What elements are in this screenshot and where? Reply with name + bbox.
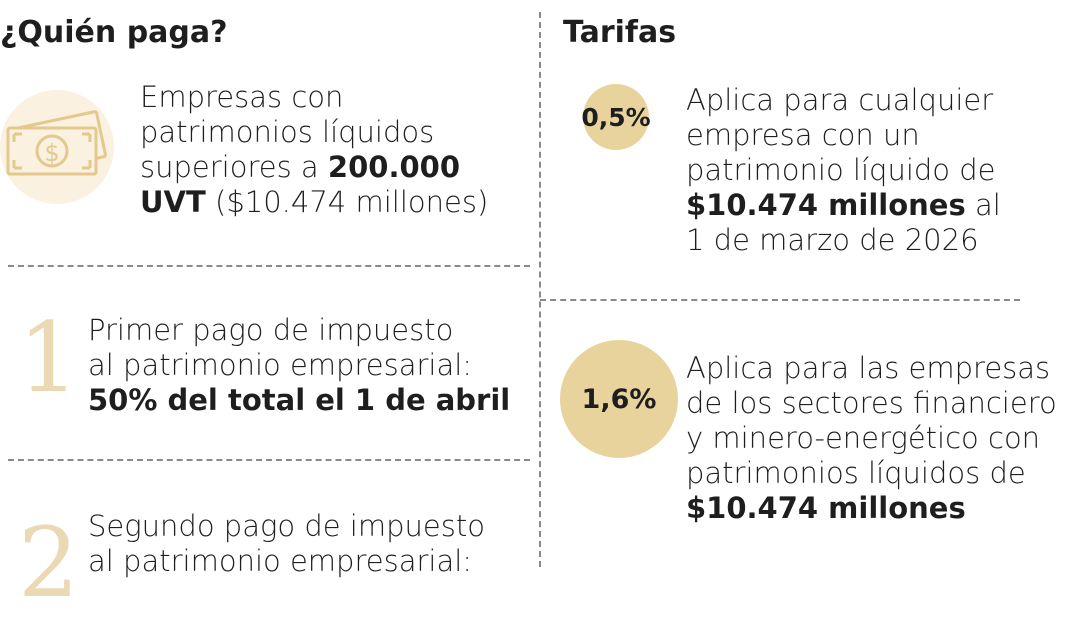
who-pays-text: Empresas con patrimonios líquidos superi… (140, 80, 489, 219)
payment-number-2: 2 (18, 507, 80, 619)
rate-value: 1,6% (581, 383, 657, 415)
rates-title: Tarifas (563, 15, 677, 50)
rate-badge-0-5: 0,5% (581, 84, 651, 150)
rate-1-text: Aplica para cualquier empresa con un pat… (686, 83, 1001, 257)
column-divider (539, 12, 541, 567)
svg-text:$: $ (44, 139, 59, 167)
rate-value: 0,5% (581, 102, 651, 132)
payment-2-text: Segundo pago de impuesto al patrimonio e… (88, 509, 485, 578)
who-pays-title: ¿Quién paga? (0, 15, 228, 50)
money-bill-icon: $ (0, 90, 115, 205)
payment-1-text: Primer pago de impuesto al patrimonio em… (88, 313, 511, 417)
rate-2-text: Aplica para las empresas de los sectores… (686, 351, 1057, 525)
rate-badge-1-6: 1,6% (560, 340, 678, 458)
divider (540, 299, 1020, 301)
divider (8, 265, 530, 267)
divider (8, 459, 530, 461)
payment-number-1: 1 (18, 302, 80, 414)
